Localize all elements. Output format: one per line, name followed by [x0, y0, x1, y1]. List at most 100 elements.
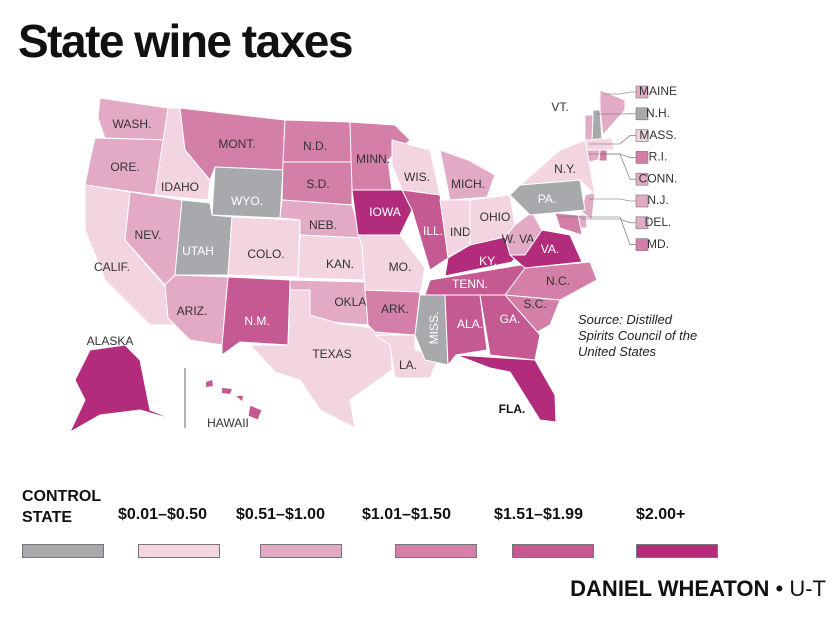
state-shape [504, 261, 598, 301]
key-swatch [635, 151, 649, 164]
legend-swatch [138, 544, 220, 558]
state-label: S.D. [306, 177, 329, 191]
state-label: WYO. [231, 194, 263, 208]
state-label: ARIZ. [177, 304, 208, 318]
state-label: IND. [450, 225, 474, 239]
legend-label: $1.01–$1.50 [362, 506, 451, 523]
state-label: MAINE [639, 84, 677, 98]
legend-swatch [395, 544, 477, 558]
state-label: VA. [541, 242, 559, 256]
state-shape [211, 166, 284, 219]
state-label: IOWA [369, 205, 401, 219]
leader-line [589, 198, 636, 202]
state-label: UTAH [182, 244, 214, 258]
state-label: N.H. [646, 106, 670, 120]
state-label: ORE. [110, 160, 139, 174]
state-shape [518, 139, 596, 197]
state-label: MICH. [451, 177, 485, 191]
key-swatch [635, 194, 649, 208]
state-shape [479, 294, 541, 361]
leader-line [604, 91, 636, 95]
state-shape [364, 289, 421, 336]
state-label: MONT. [218, 137, 255, 151]
state-label: N.J. [647, 193, 668, 207]
state-label: HAWAII [207, 416, 249, 430]
state-shape [584, 114, 594, 141]
state-label: GA. [500, 312, 521, 326]
state-label: W. VA [502, 232, 534, 246]
state-label: KAN. [326, 257, 354, 271]
leader-line [582, 218, 636, 224]
state-shape [68, 344, 176, 434]
leader-line [589, 153, 636, 180]
state-shape [598, 149, 608, 162]
state-label: TEXAS [312, 347, 351, 361]
state-label: ARK. [381, 302, 409, 316]
state-shape [554, 212, 583, 236]
state-shape [391, 139, 441, 196]
legend-label: $0.51–$1.00 [236, 506, 325, 523]
leader-line [559, 216, 636, 245]
state-label: MINN. [356, 152, 390, 166]
state-shape [373, 334, 441, 379]
legend-label: $0.01–$0.50 [118, 506, 207, 523]
state-shape [236, 396, 243, 401]
legend-swatch [260, 544, 342, 558]
state-shape [206, 380, 213, 387]
author: DANIEL WHEATON [570, 576, 770, 601]
state-shape [401, 189, 449, 271]
state-label: LA. [399, 358, 417, 372]
outlet: U-T [789, 576, 826, 601]
legend-label: CONTROL STATE [22, 488, 101, 526]
state-label: N.Y. [554, 162, 576, 176]
map: MAINE N.H. MASS. R.I. CONN. N.J. DEL. MD. WASH. O… [68, 84, 678, 434]
state-label: N.M. [244, 314, 269, 328]
state-label: N.D. [303, 139, 327, 153]
state-shape [455, 354, 557, 423]
state-shape [247, 404, 263, 421]
state-label: WIS. [404, 170, 430, 184]
state-label: OKLA. [334, 295, 369, 309]
state-shape [222, 388, 232, 394]
state-label: MISS. [427, 312, 441, 345]
state-label: DEL. [645, 215, 672, 229]
state-shape [248, 289, 393, 429]
legend-label: $1.51–$1.99 [494, 506, 583, 523]
state-label: KY. [479, 254, 497, 268]
state-shape [599, 89, 626, 137]
state-label: ILL. [423, 224, 443, 238]
state-label: MASS. [639, 128, 676, 142]
leader-line [589, 135, 636, 145]
state-label: TENN. [452, 277, 488, 291]
state-label: ALASKA [87, 334, 134, 348]
state-label: NEB. [309, 218, 337, 232]
state-label: MO. [389, 260, 412, 274]
separator: • [775, 576, 784, 601]
state-label: OHIO [480, 210, 511, 224]
state-label: CALIF. [94, 260, 130, 274]
state-label: CONN. [639, 171, 678, 185]
state-label: IDAHO [161, 180, 199, 194]
state-label: NEV. [135, 228, 162, 242]
state-label: ALA. [457, 317, 483, 331]
legend-swatch [636, 544, 718, 558]
state-label: MD. [647, 237, 669, 251]
state-label: R.I. [649, 150, 668, 164]
state-label: WASH. [113, 117, 152, 131]
credit: DANIEL WHEATON • U-T [570, 576, 826, 602]
state-label: S.C. [523, 297, 546, 311]
state-shape [439, 149, 496, 201]
state-shape [444, 294, 488, 367]
title: State wine taxes [18, 15, 353, 67]
state-label: PA. [538, 192, 556, 206]
state-label: FLA. [499, 402, 526, 416]
state-label: N.C. [546, 274, 570, 288]
state-label: VT. [551, 100, 568, 114]
state-shape [351, 189, 413, 236]
state-label: COLO. [247, 247, 284, 261]
state-shape [509, 179, 586, 216]
legend-swatch [22, 544, 104, 558]
legend-label: $2.00+ [636, 506, 686, 523]
legend-swatch [512, 544, 594, 558]
